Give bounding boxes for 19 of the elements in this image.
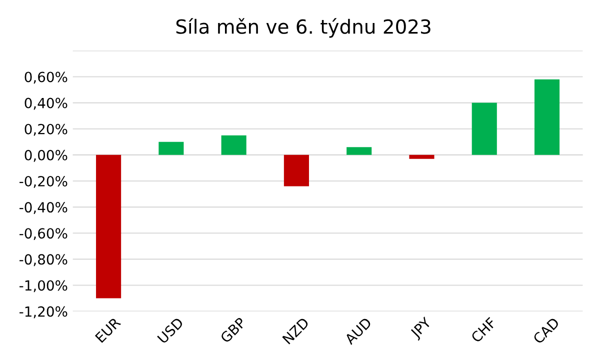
- y-tick-label: -1,00%: [20, 280, 68, 292]
- y-tick-label: -0,40%: [20, 202, 68, 214]
- y-tick-label: -0,80%: [20, 254, 68, 266]
- y-tick-label: -1,20%: [20, 306, 68, 318]
- y-tick-label: 0,40%: [24, 98, 68, 110]
- bar: [284, 154, 309, 186]
- y-tick-label: 0,00%: [24, 150, 68, 162]
- y-tick-label: -0,20%: [20, 176, 68, 188]
- bar: [346, 147, 372, 155]
- bar: [472, 102, 497, 155]
- y-tick-label: 0,60%: [24, 72, 68, 84]
- chart-title: Síla měn ve 6. týdnu 2023: [176, 18, 430, 38]
- bar: [221, 135, 246, 155]
- y-tick-label: 0,20%: [24, 124, 68, 136]
- bar: [534, 79, 560, 155]
- bar: [96, 154, 122, 298]
- y-tick-label: -0,60%: [20, 228, 68, 240]
- bar: [409, 154, 434, 159]
- bar: [158, 142, 184, 155]
